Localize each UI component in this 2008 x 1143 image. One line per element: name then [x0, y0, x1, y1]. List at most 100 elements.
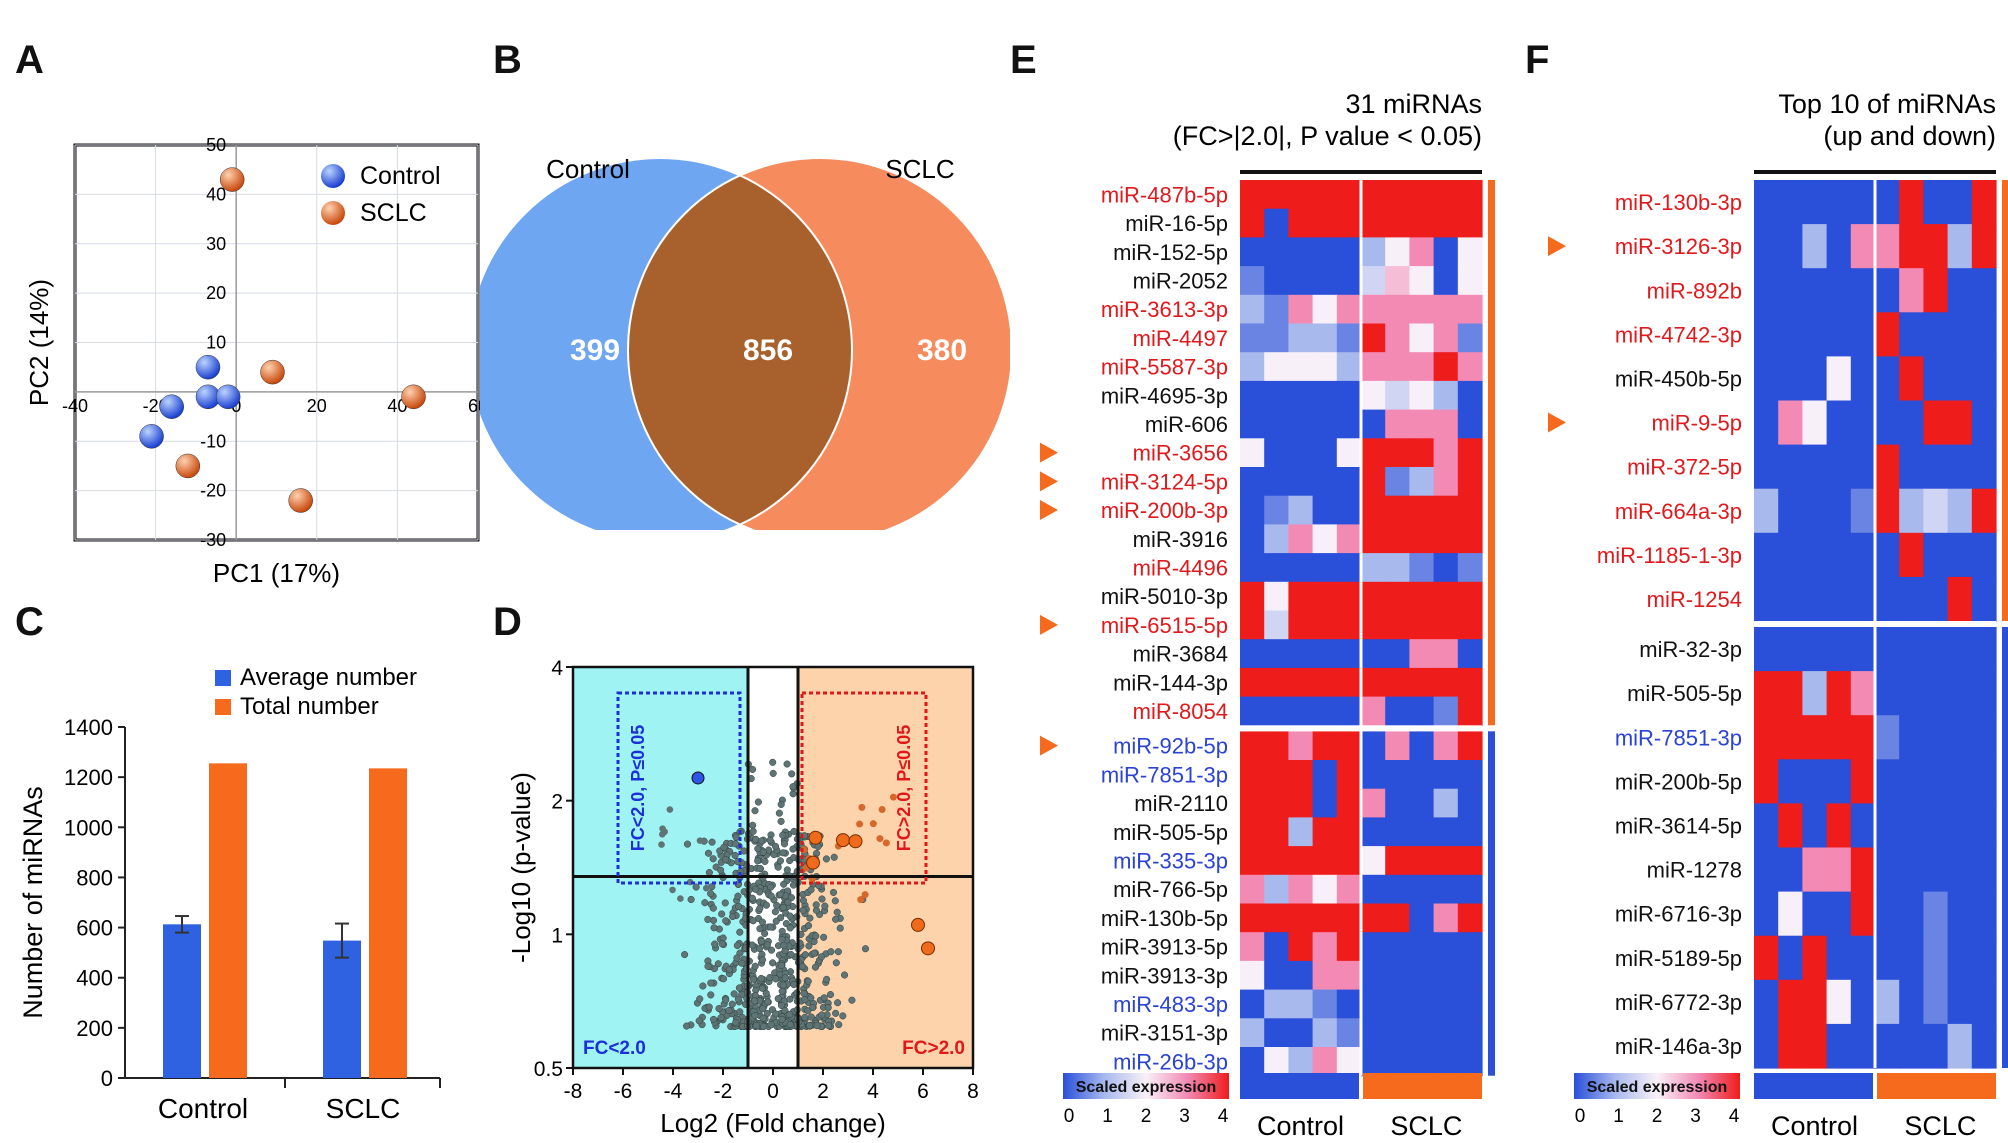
heatmap-cell: [1433, 989, 1459, 1019]
volcano-point: [754, 857, 762, 865]
volcano-point: [728, 1000, 736, 1008]
heatmap-up-sidebar: [2002, 180, 2008, 621]
volcano-point: [681, 951, 689, 959]
volcano-point: [818, 895, 826, 903]
volcano-point: [789, 783, 797, 791]
volcano-point: [810, 949, 818, 957]
panel-label-f: F: [1525, 38, 1550, 82]
volcano-point: [687, 895, 695, 904]
heatmap-cell: [1433, 266, 1459, 296]
volcano-point: [707, 991, 715, 999]
heatmap-cell: [1971, 1023, 1997, 1069]
heatmap-block-separator: [1240, 725, 1482, 732]
heatmap-cell: [1385, 610, 1410, 640]
heatmap-group-label-control: Control: [1257, 1111, 1344, 1141]
heatmap-cell: [1875, 847, 1900, 893]
heatmap-row-label: miR-5010-3p: [1101, 584, 1228, 609]
pca-point-sclc: [260, 359, 285, 385]
heatmap-cell: [1802, 488, 1828, 534]
volcano-point-up-small: [876, 835, 884, 843]
heatmap-row-label: miR-606: [1145, 412, 1228, 437]
heatmap-highlight-arrow: [1040, 500, 1058, 521]
heatmap-highlight-arrow: [1040, 735, 1058, 756]
volcano-point: [766, 973, 774, 982]
heatmap-cell: [1971, 532, 1997, 578]
heatmap-cell: [1850, 803, 1876, 849]
volcano-point: [772, 917, 780, 925]
heatmap-cell: [1385, 495, 1410, 525]
volcano-point: [767, 892, 775, 900]
heatmap-cell: [1923, 488, 1949, 534]
volcano-point: [719, 975, 728, 983]
heatmap-cell: [1240, 553, 1265, 583]
volcano-point: [762, 989, 770, 997]
volcano-point: [804, 1007, 812, 1015]
heatmap-cell: [1336, 874, 1362, 905]
colorbar-tick-label: 1: [1102, 1106, 1113, 1127]
volcano-point: [777, 817, 785, 825]
volcano-point: [702, 884, 710, 892]
heatmap-cell: [1826, 488, 1852, 534]
volcano-point: [748, 894, 756, 902]
heatmap-cell: [1826, 180, 1852, 225]
pca-x-tick-label: -40: [62, 396, 88, 416]
panel-label-d: D: [493, 600, 522, 644]
volcano-down-corner-label: FC<2.0: [583, 1038, 646, 1059]
volcano-point: [709, 855, 717, 863]
volcano-point: [823, 975, 831, 983]
heatmap-group-bar-sclc: [1877, 1073, 1996, 1099]
volcano-point: [718, 940, 726, 948]
heatmap-cell: [1875, 715, 1900, 760]
volcano-point: [805, 1022, 814, 1030]
heatmap-row-label: miR-3614-5p: [1615, 813, 1742, 838]
heatmap-cell: [1312, 352, 1338, 382]
heatmap-cell: [1385, 438, 1410, 468]
heatmap-cell: [1850, 891, 1876, 937]
heatmap-up-sidebar: [1488, 180, 1495, 726]
heatmap-cell: [1361, 1018, 1386, 1048]
heatmap-cell: [1778, 891, 1803, 937]
heatmap-cell: [1336, 903, 1362, 933]
colorbar-tick-label: 0: [1575, 1106, 1586, 1127]
heatmap-row-label: miR-3913-3p: [1101, 963, 1228, 988]
volcano-point: [707, 890, 715, 898]
heatmap-cell: [1826, 803, 1852, 849]
heatmap-row-label: miR-4695-3p: [1101, 383, 1228, 408]
volcano-y-tick-label: 0.5: [534, 1058, 563, 1081]
volcano-point: [824, 1004, 832, 1012]
bar-average-sclc: [323, 940, 361, 1078]
heatmap-cell: [1312, 237, 1338, 267]
heatmap-row-label: miR-8054: [1133, 699, 1228, 724]
heatmap-cell: [1457, 553, 1483, 583]
heatmap-cell: [1336, 932, 1362, 962]
heatmap-cell: [1923, 400, 1949, 446]
heatmap-cell: [1312, 467, 1338, 497]
heatmap-cell: [1312, 846, 1338, 876]
heatmap-row-label: miR-26b-3p: [1113, 1049, 1228, 1074]
heatmap-cell: [1336, 760, 1362, 790]
heatmap-cell: [1312, 932, 1338, 962]
heatmap-cell: [1433, 874, 1459, 905]
heatmap-row-label: miR-6515-5p: [1101, 613, 1228, 638]
bar-y-tick-label: 0: [101, 1066, 113, 1091]
heatmap-cell: [1240, 610, 1265, 640]
heatmap-cell: [1409, 323, 1435, 353]
heatmap-cell: [1971, 268, 1997, 313]
heatmap-cell: [1923, 356, 1949, 402]
heatmap-cell: [1288, 731, 1314, 761]
heatmap-title-line2: (FC>|2.0|, P value < 0.05): [1173, 121, 1482, 151]
heatmap-title-line1: 31 miRNAs: [1345, 89, 1482, 119]
heatmap-cell: [1754, 627, 1779, 672]
volcano-point: [761, 929, 769, 938]
volcano-point: [704, 915, 712, 923]
volcano-point: [771, 908, 779, 916]
heatmap-row-label: miR-3916: [1133, 527, 1228, 552]
volcano-point: [790, 827, 798, 835]
volcano-point: [822, 855, 830, 863]
heatmap-row-label: miR-152-5p: [1113, 240, 1228, 265]
heatmap-cell: [1850, 576, 1876, 622]
heatmap-cell: [1971, 891, 1997, 937]
volcano-point: [756, 925, 764, 933]
heatmap-top10-mirnas: Top 10 of miRNAs (up and down) miR-130b-3p…: [1520, 0, 2008, 1143]
heatmap-cell: [1971, 627, 1997, 672]
